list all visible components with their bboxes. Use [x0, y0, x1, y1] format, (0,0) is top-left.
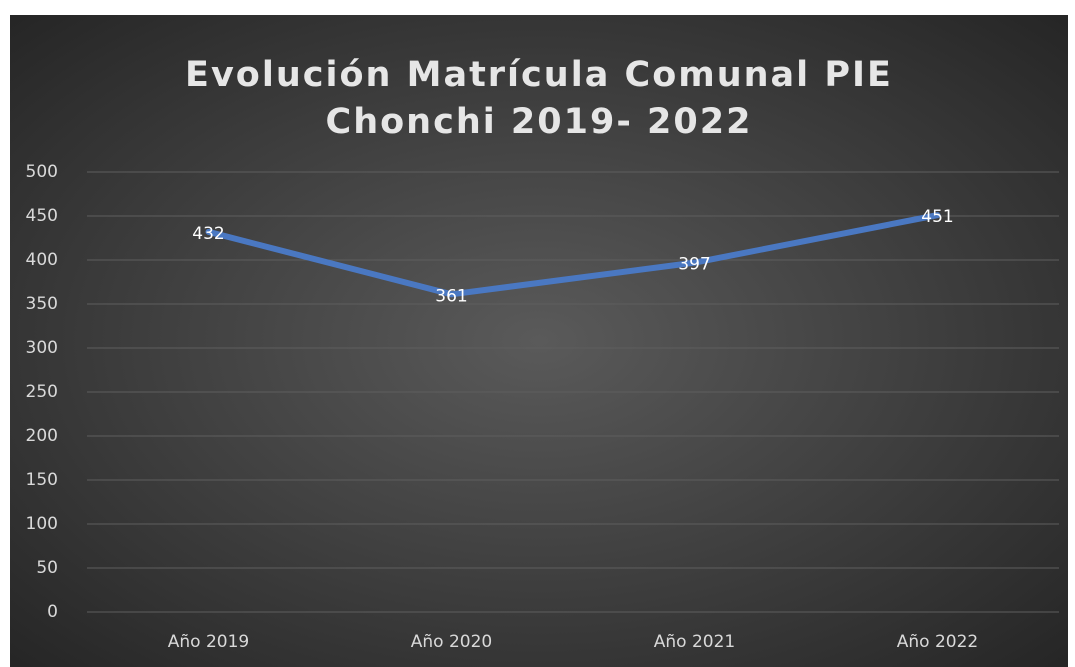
- data-label: 361: [435, 286, 467, 306]
- x-tick-label: Año 2022: [897, 632, 978, 652]
- x-tick-label: Año 2021: [654, 632, 735, 652]
- y-tick-label: 200: [26, 426, 58, 446]
- x-tick-label: Año 2019: [168, 632, 249, 652]
- y-tick-label: 450: [26, 206, 58, 226]
- y-tick-label: 350: [26, 294, 58, 314]
- series-line: [205, 212, 941, 298]
- y-tick-label: 100: [26, 514, 58, 534]
- y-tick-label: 150: [26, 470, 58, 490]
- y-tick-label: 50: [36, 558, 58, 578]
- y-tick-label: 500: [26, 162, 58, 182]
- data-label: 451: [921, 207, 953, 227]
- chart-title: Evolución Matrícula Comunal PIE: [185, 55, 893, 95]
- y-tick-label: 300: [26, 338, 58, 358]
- data-label: 432: [192, 224, 224, 244]
- chart-title: Chonchi 2019- 2022: [326, 102, 753, 142]
- chart-background: [10, 15, 1068, 667]
- x-tick-label: Año 2020: [411, 632, 492, 652]
- y-tick-label: 250: [26, 382, 58, 402]
- y-tick-label: 0: [47, 602, 58, 622]
- y-tick-label: 400: [26, 250, 58, 270]
- data-label: 397: [678, 255, 710, 275]
